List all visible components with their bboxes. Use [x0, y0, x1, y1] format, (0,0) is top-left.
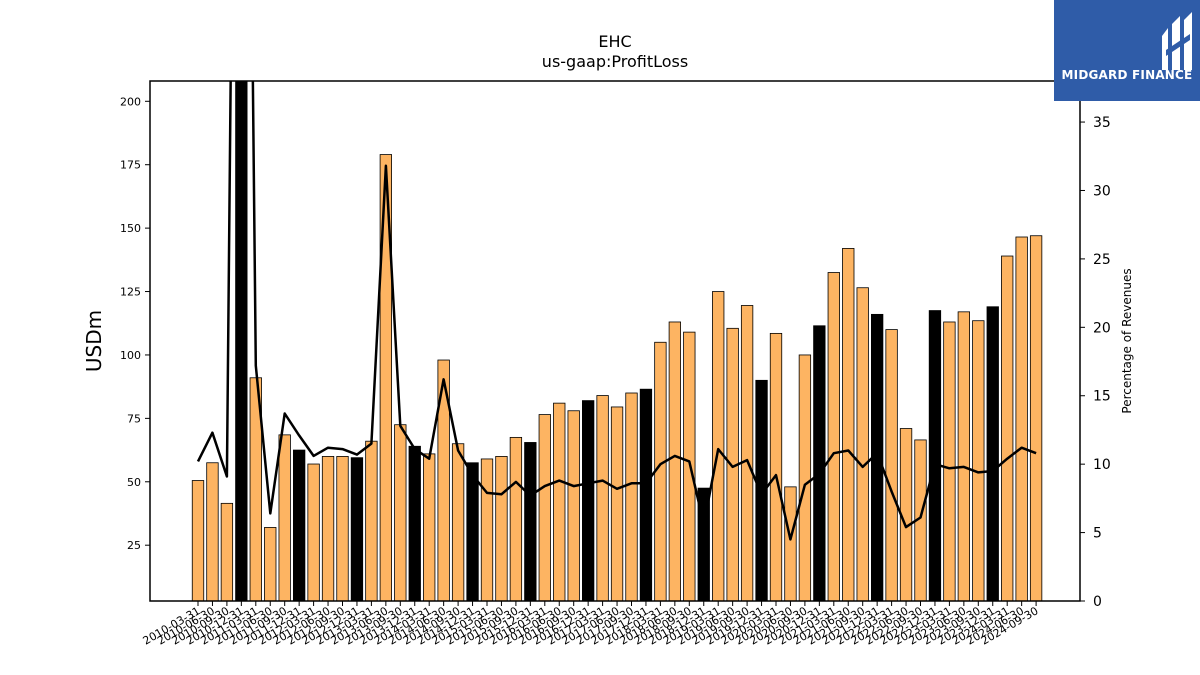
- bar: [582, 400, 595, 601]
- bar: [842, 248, 855, 601]
- bar: [480, 458, 494, 601]
- bar: [827, 272, 840, 601]
- y2-tick-label: 25: [1093, 252, 1111, 268]
- bar: [943, 321, 956, 601]
- y2-tick-label: 10: [1093, 457, 1111, 473]
- bar: [885, 329, 898, 601]
- bar: [307, 463, 320, 601]
- bar: [697, 487, 710, 601]
- bar: [495, 456, 508, 601]
- bar: [769, 332, 783, 601]
- bar: [596, 395, 609, 601]
- bar: [379, 154, 393, 601]
- bar: [625, 392, 638, 601]
- bar: [220, 502, 234, 601]
- bar: [524, 442, 537, 601]
- y-tick-label: 125: [120, 286, 141, 299]
- bar: [423, 453, 436, 601]
- bar: [292, 449, 306, 601]
- bar: [191, 480, 205, 601]
- bar: [336, 456, 349, 601]
- bar: [567, 410, 580, 601]
- y2-tick-label: 15: [1093, 389, 1111, 405]
- plot-frame: [149, 80, 1081, 602]
- brand-logo: MIDGARD FINANCE: [1054, 0, 1200, 101]
- bar: [654, 341, 667, 601]
- y2-tick-label: 0: [1093, 594, 1102, 610]
- bar: [755, 379, 768, 601]
- y-tick-label: 175: [120, 159, 141, 172]
- bar: [451, 443, 465, 601]
- bar: [264, 527, 277, 601]
- y2-tick-label: 30: [1093, 183, 1111, 199]
- y-tick-label: 75: [127, 412, 141, 425]
- y2-tick-label: 35: [1093, 115, 1111, 131]
- logo-mark-icon: [1162, 12, 1192, 70]
- bar: [856, 287, 869, 601]
- y2-tick-label: 20: [1093, 320, 1111, 336]
- chart-title: EHC: [598, 32, 632, 51]
- y2-tick-label: 5: [1093, 526, 1102, 542]
- y-tick-label: 200: [120, 95, 141, 108]
- bar: [740, 305, 754, 601]
- bar: [813, 325, 826, 601]
- bar: [365, 440, 378, 601]
- bar: [639, 388, 653, 601]
- y-tick-label: 100: [120, 349, 141, 362]
- bar: [206, 462, 219, 601]
- bar: [1029, 235, 1043, 601]
- bar: [553, 402, 566, 601]
- bar: [350, 457, 364, 601]
- y-tick-label: 25: [127, 539, 141, 552]
- bar: [235, 81, 248, 601]
- chart-subtitle: us-gaap:ProfitLoss: [541, 52, 689, 71]
- bar: [437, 359, 450, 601]
- bar: [466, 462, 479, 601]
- bar: [986, 306, 999, 601]
- y-tick-label: 50: [127, 476, 141, 489]
- bar: [928, 310, 942, 601]
- bar: [668, 321, 681, 601]
- percentage-line: [196, 81, 1037, 541]
- bar: [957, 311, 970, 601]
- y2-axis-label: Percentage of Revenues: [1120, 268, 1134, 413]
- bar: [610, 406, 624, 601]
- bar: [408, 445, 421, 601]
- bar: [1001, 255, 1014, 601]
- y-axis-label: USDm: [82, 310, 106, 372]
- bar: [798, 354, 812, 601]
- bar: [972, 320, 985, 601]
- y-tick-label: 150: [120, 222, 141, 235]
- bar: [1015, 236, 1028, 601]
- bar: [278, 434, 291, 601]
- bar: [321, 456, 335, 601]
- bar: [509, 436, 523, 601]
- bar: [538, 414, 551, 601]
- logo-text: MIDGARD FINANCE: [1061, 68, 1193, 82]
- bar: [784, 486, 797, 601]
- bar: [394, 424, 407, 601]
- bar: [712, 291, 725, 601]
